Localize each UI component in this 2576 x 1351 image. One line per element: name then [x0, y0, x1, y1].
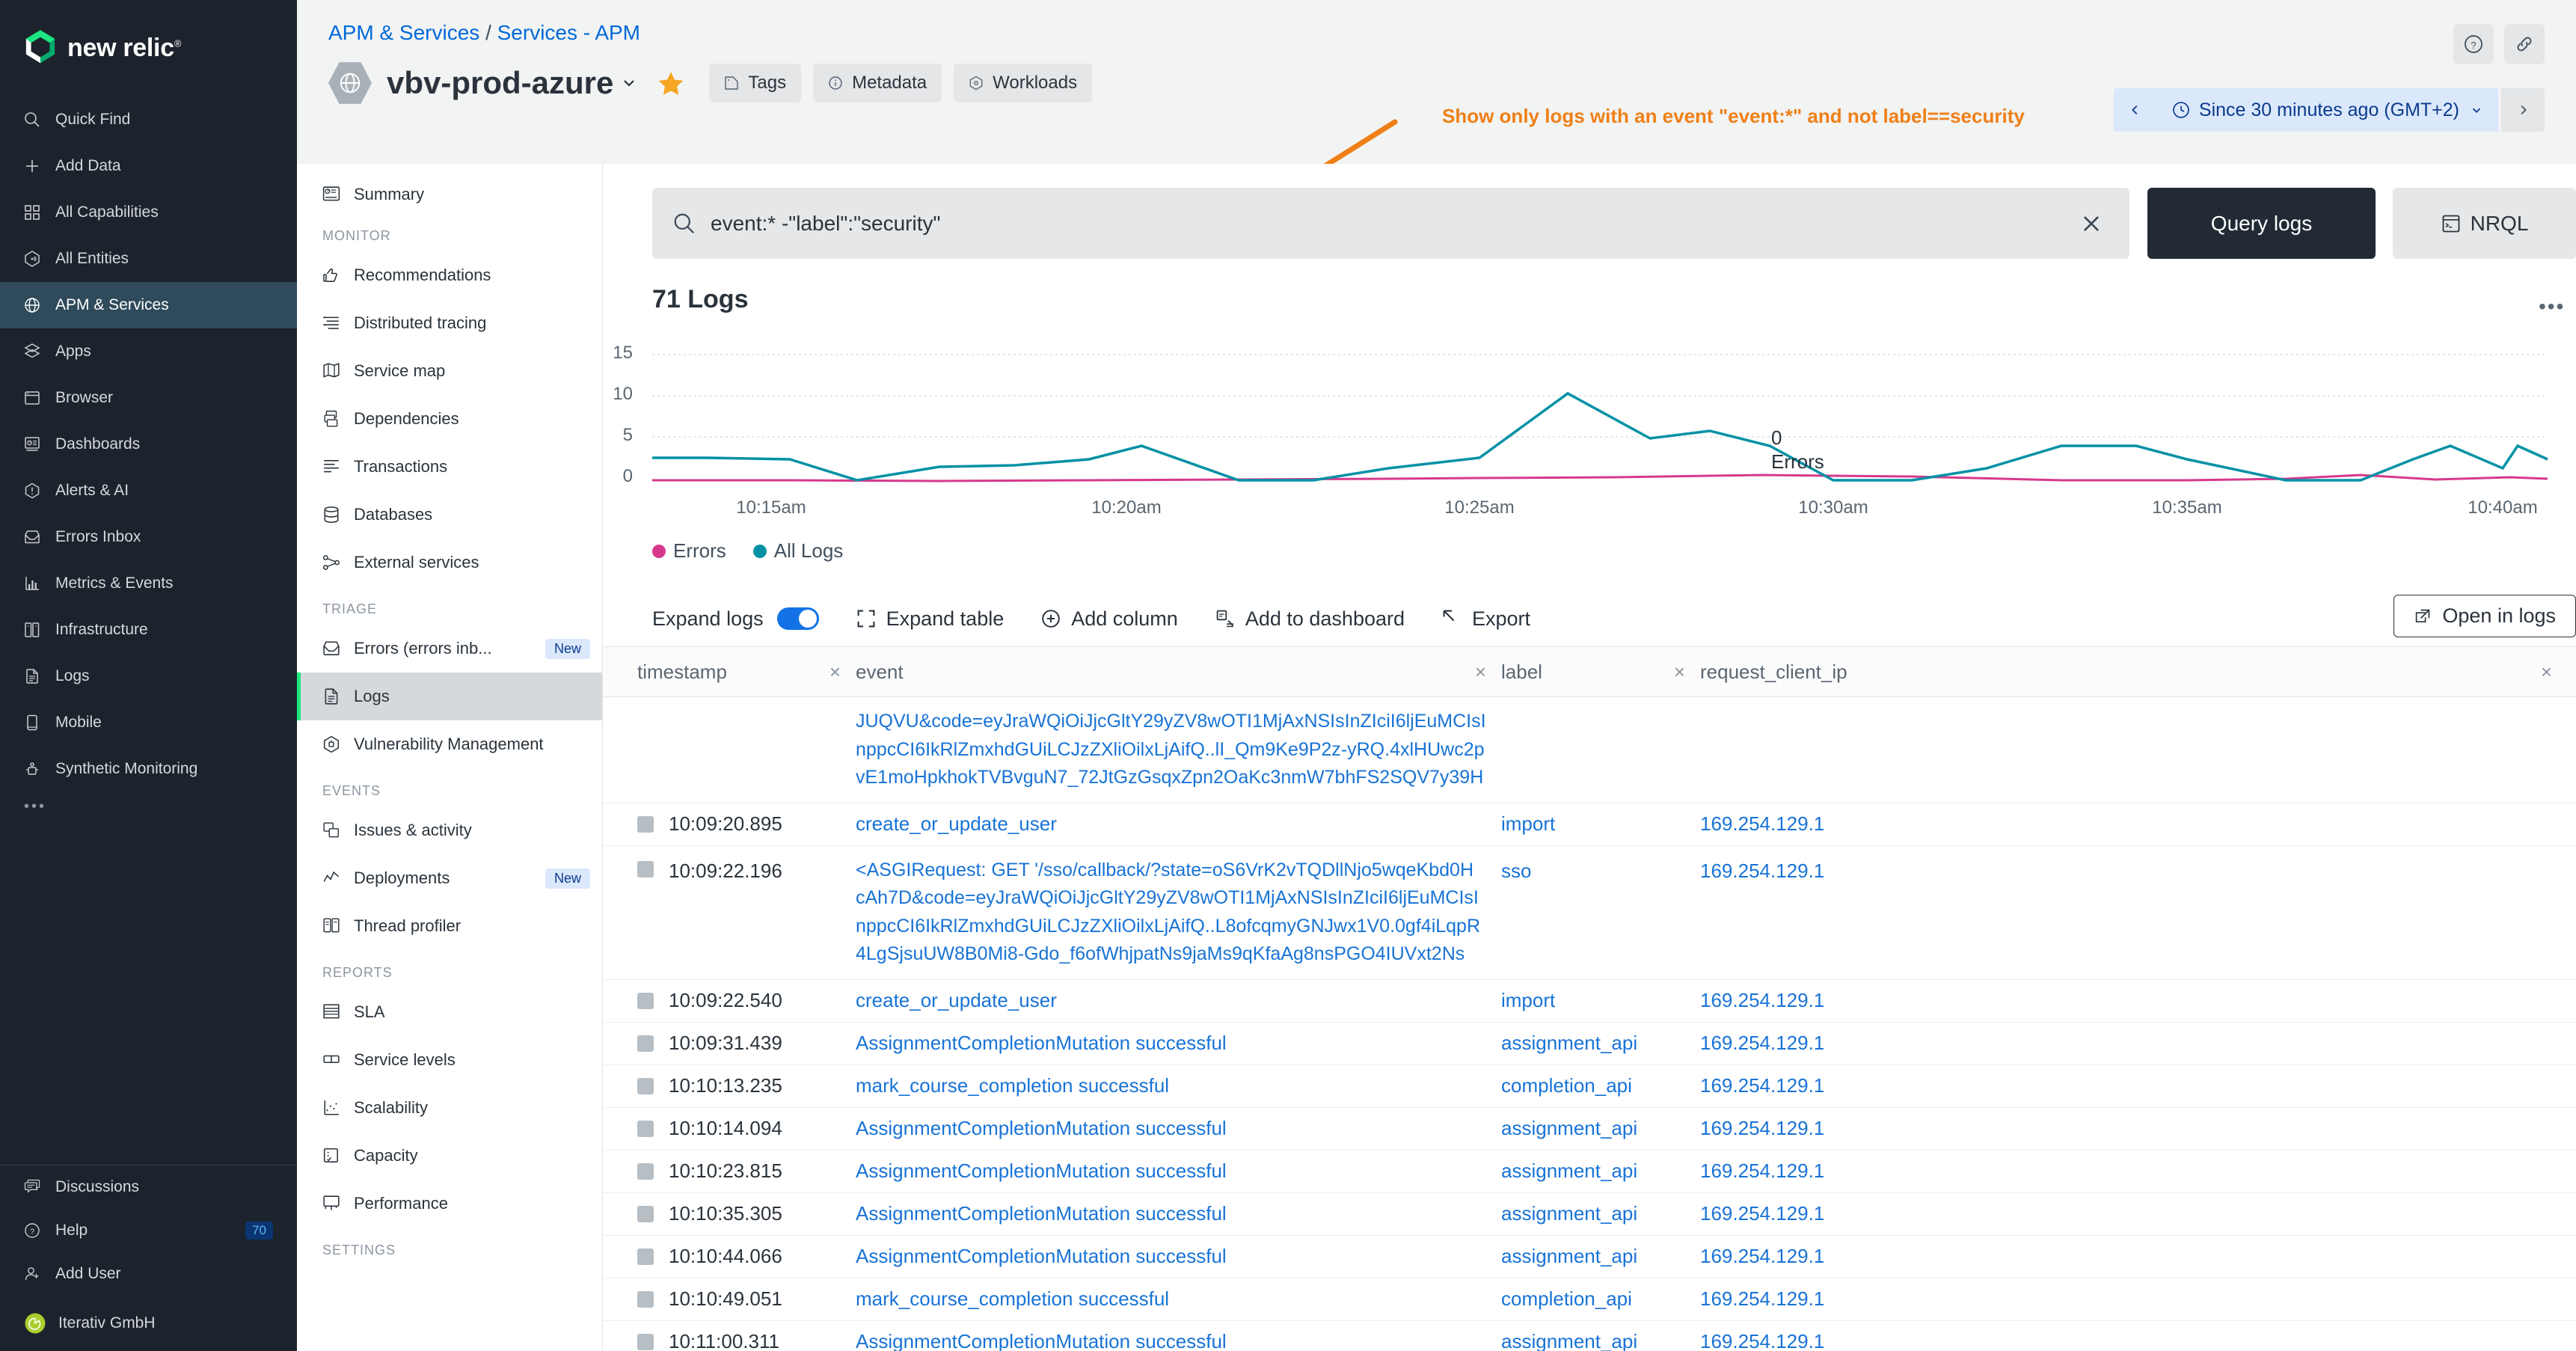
svg-text:10: 10	[613, 384, 633, 404]
svg-text:0: 0	[623, 466, 633, 486]
svg-text:10:35am: 10:35am	[2152, 497, 2221, 518]
svg-text:10:25am: 10:25am	[1444, 497, 1514, 518]
svg-text:10:20am: 10:20am	[1091, 497, 1161, 518]
svg-text:?: ?	[2471, 40, 2476, 51]
svg-text:?: ?	[30, 1228, 34, 1237]
svg-text:10:15am: 10:15am	[736, 497, 806, 518]
svg-text:0: 0	[1771, 426, 1782, 449]
svg-text:Errors: Errors	[1771, 450, 1824, 473]
svg-text:10:30am: 10:30am	[1798, 497, 1868, 518]
svg-text:15: 15	[613, 343, 633, 363]
svg-text:10:40am: 10:40am	[2468, 497, 2537, 518]
svg-text:5: 5	[623, 425, 633, 445]
